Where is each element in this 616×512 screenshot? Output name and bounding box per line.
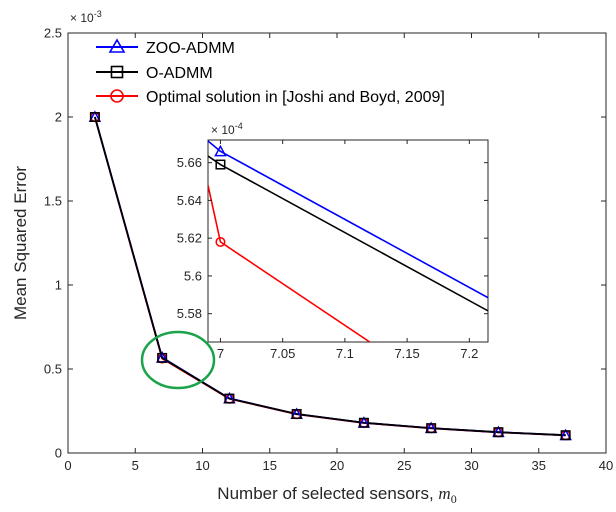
zoom-highlight-ellipse [140, 330, 216, 390]
inset-x-tick-label: 7.05 [270, 346, 295, 361]
inset-data-point-marker [215, 159, 226, 170]
x-tick-label: 40 [599, 458, 613, 473]
inset-y-tick-label: 5.58 [177, 306, 202, 321]
legend-triangle-marker [108, 38, 126, 53]
y-axis-label: Mean Squared Error [11, 166, 30, 320]
x-tick-label: 20 [330, 458, 344, 473]
main-series [88, 110, 572, 441]
data-point-marker [560, 430, 571, 441]
y-tick-label: 2 [55, 110, 62, 125]
x-tick-label: 15 [263, 458, 277, 473]
legend-item-zoo-admm: ZOO-ADMM [96, 38, 235, 57]
x-tick-label: 30 [464, 458, 478, 473]
x-tick-label: 10 [195, 458, 209, 473]
inset-x-tick-label: 7.1 [336, 346, 354, 361]
inset-axes-box [207, 139, 489, 343]
inset-x-tick-label: 7 [217, 346, 224, 361]
inset-y-multiplier: × 10-4 [211, 121, 243, 137]
legend-label-o-admm: O-ADMM [146, 65, 213, 82]
inset-y-tick-label: 5.66 [177, 155, 202, 170]
series-line-1 [94, 116, 566, 437]
legend-label-optimal: Optimal solution in [Joshi and Boyd, 200… [146, 89, 445, 106]
inset-x-tick-label: 7.15 [394, 346, 419, 361]
data-point-marker [291, 409, 302, 420]
legend-label-zoo-admm: ZOO-ADMM [146, 40, 235, 57]
inset-series-line-2 [208, 185, 371, 342]
inset-y-tick-label: 5.62 [177, 231, 202, 246]
y-tick-label: 1 [55, 278, 62, 293]
y-tick-label: 0.5 [44, 362, 62, 377]
legend-item-o-admm: O-ADMM [96, 65, 213, 82]
x-tick-label: 25 [397, 458, 411, 473]
inset-series-line-1 [208, 155, 488, 312]
inset-zoom-plot: 7 7.05 7.1 7.15 7.2 5.58 5.6 5.62 5.64 5.66 × 10-… [177, 121, 489, 361]
inset-x-tick-label: 7.2 [460, 346, 478, 361]
x-tick-label: 35 [532, 458, 546, 473]
y-tick-label: 1.5 [44, 194, 62, 209]
inset-series-line-0 [208, 140, 488, 299]
legend-circle-marker [110, 89, 124, 103]
data-point-marker [493, 427, 504, 438]
inset-data-point-marker [214, 144, 227, 157]
x-axis-label: Number of selected sensors, m0 [217, 484, 456, 506]
data-point-marker [157, 352, 168, 363]
y-tick-label: 0 [55, 446, 62, 461]
x-tick-label: 5 [132, 458, 139, 473]
y-tick-label: 2.5 [44, 26, 62, 41]
inset-data-point-marker [215, 236, 226, 247]
data-point-marker [358, 417, 369, 428]
legend-item-optimal: Optimal solution in [Joshi and Boyd, 200… [96, 89, 445, 106]
inset-y-tick-label: 5.6 [184, 268, 202, 283]
legend-square-marker [110, 65, 124, 79]
inset-y-tick-label: 5.64 [177, 193, 202, 208]
inset-ticks: 7 7.05 7.1 7.15 7.2 5.58 5.6 5.62 5.64 5.66 [177, 140, 488, 361]
legend: ZOO-ADMM O-ADMM Optimal solution in [Jos… [96, 38, 445, 106]
y-multiplier: × 10-3 [70, 9, 102, 25]
data-point-marker [89, 112, 100, 122]
x-tick-label: 0 [64, 458, 71, 473]
data-point-marker [426, 423, 437, 434]
inset-series [208, 140, 488, 342]
data-point-marker [224, 393, 235, 404]
main-ticks: 0 5 10 15 20 25 30 35 40 0 0.5 1 1.5 2 2.5 [44, 26, 613, 474]
